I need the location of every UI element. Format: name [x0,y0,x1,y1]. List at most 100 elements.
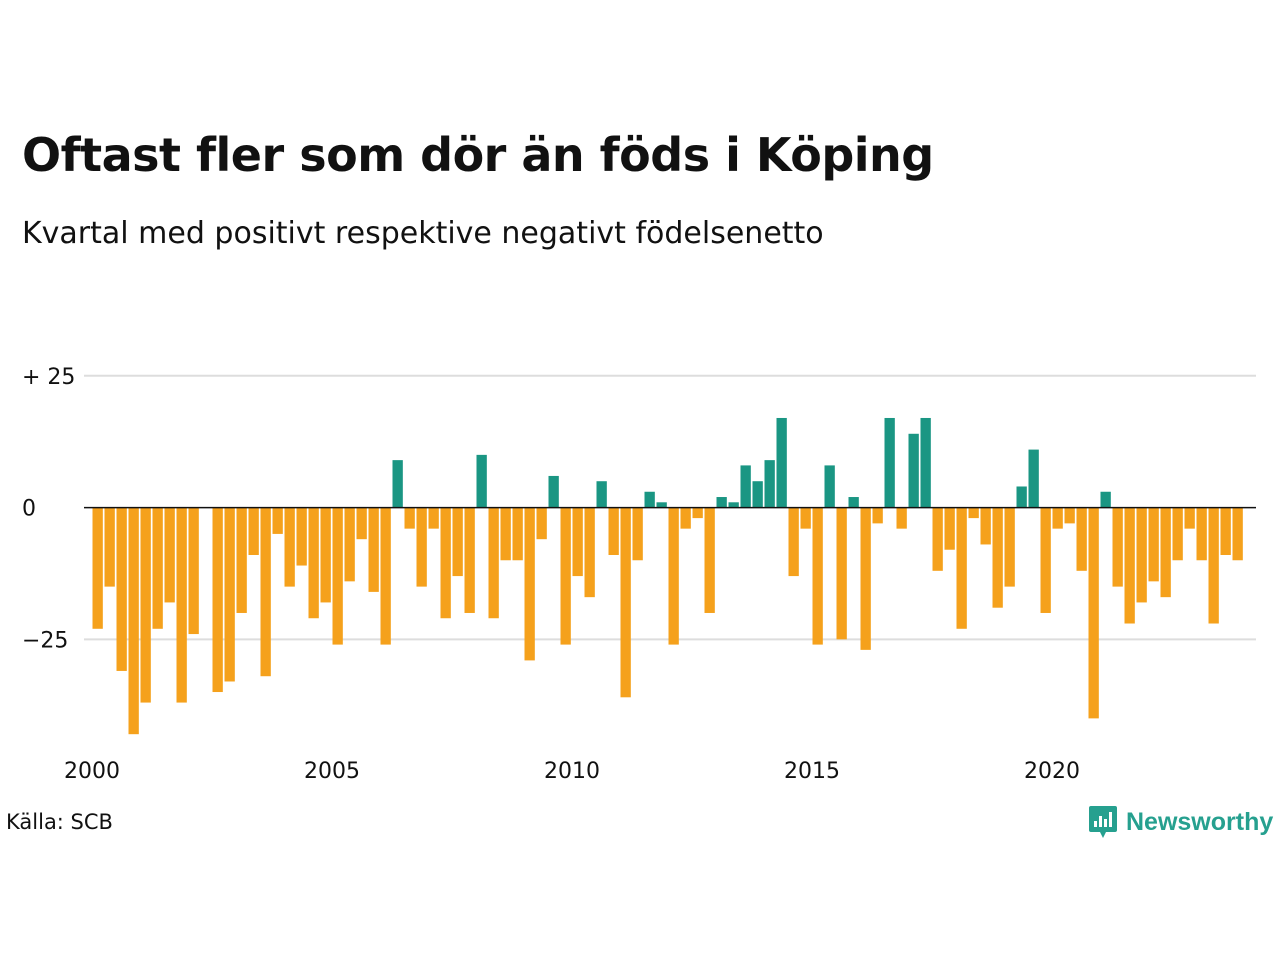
bar [1160,507,1171,598]
bar [320,507,331,603]
bar [1004,507,1015,587]
bar [908,433,919,508]
bar [512,507,523,561]
y-tick-label: + 25 [22,365,75,390]
bar [404,507,415,529]
bar [1088,507,1099,719]
bar [224,507,235,682]
bar [884,417,895,508]
bar [368,507,379,592]
bars [84,417,1256,735]
chart-title: Oftast fler som dör än föds i Köping [22,128,934,182]
brand-name: Newsworthy [1126,807,1274,836]
bar [284,507,295,587]
bar [800,507,811,529]
bar [128,507,139,735]
bar [380,507,391,645]
bar [656,502,667,508]
bar [1208,507,1219,624]
bar [1028,449,1039,508]
bar [992,507,1003,608]
axis-labels: + 25 0 −25 2000 2005 2010 2015 2020 [22,365,1080,784]
y-tick-label: 0 [22,497,36,522]
bar [776,417,787,508]
bar [1148,507,1159,582]
bar [428,507,439,529]
bar [356,507,367,540]
bar [104,507,115,587]
bar [836,507,847,640]
bar [644,491,655,508]
bar [308,507,319,619]
bar [1232,507,1243,561]
bar [488,507,499,619]
x-tick-label: 2000 [64,759,120,784]
bar [212,507,223,693]
bar [464,507,475,613]
bar [920,417,931,508]
bar [524,507,535,661]
bar [1112,507,1123,587]
bar [416,507,427,587]
bar [332,507,343,645]
x-tick-label: 2015 [784,759,840,784]
bar [152,507,163,629]
bar [92,507,103,629]
bar [788,507,799,577]
bar [632,507,643,561]
bar [188,507,199,635]
bar [932,507,943,571]
bar [1172,507,1183,561]
bar [620,507,631,698]
bar-chart: + 25 0 −25 2000 2005 2010 2015 2020 [22,365,1256,784]
bar [848,497,859,508]
bar [752,481,763,508]
bar [248,507,259,555]
bar [584,507,595,598]
bar [164,507,175,603]
bar [860,507,871,650]
x-tick-label: 2010 [544,759,600,784]
bar [608,507,619,555]
bar [680,507,691,529]
x-tick-label: 2005 [304,759,360,784]
bar [1184,507,1195,529]
bar [140,507,151,703]
bar [704,507,715,613]
y-tick-label: −25 [22,628,68,653]
bar [260,507,271,677]
bar [1040,507,1051,613]
bar [812,507,823,645]
bar [1052,507,1063,529]
bar [1124,507,1135,624]
bar [296,507,307,566]
newsworthy-logo: Newsworthy [1088,804,1273,840]
source-note: Källa: SCB [6,810,113,834]
bar [1100,491,1111,508]
bar [668,507,679,645]
bar [116,507,127,671]
bar [1196,507,1207,561]
bar [272,507,283,534]
bar [572,507,583,577]
bar [872,507,883,524]
bar [476,454,487,508]
bar [1136,507,1147,603]
bar [896,507,907,529]
bar [944,507,955,550]
bar [716,497,727,508]
bar [536,507,547,540]
bar [548,475,559,508]
bar [968,507,979,519]
newsworthy-logo-icon [1089,806,1117,838]
bar [980,507,991,545]
bar [596,481,607,508]
x-tick-label: 2020 [1024,759,1080,784]
bar [452,507,463,577]
bar [956,507,967,629]
bar [440,507,451,619]
bar [236,507,247,613]
bar [500,507,511,561]
chart-subtitle: Kvartal med positivt respektive negativt… [22,216,824,251]
bar [176,507,187,703]
